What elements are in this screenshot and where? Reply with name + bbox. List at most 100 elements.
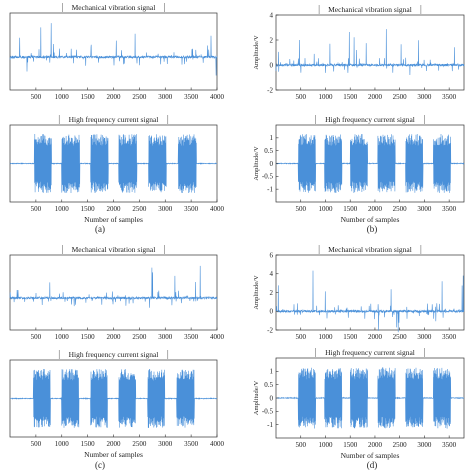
x-tick-label: 1000 — [318, 205, 333, 213]
x-tick-label: 3500 — [442, 441, 457, 449]
x-tick-label: 3000 — [158, 333, 173, 341]
panel-label-a: (a) — [95, 224, 105, 234]
subplot-a-vibration: 500 1000 1500 2000 2500 3000 3500 4000 Mechanica… — [9, 3, 225, 101]
x-tick-label: 3500 — [184, 93, 199, 101]
y-tick-label: 1 — [270, 134, 274, 142]
subplot-c-current: 500 1000 1500 2000 2500 3000 3500 4000 High freq… — [9, 350, 225, 459]
x-tick-label: 4000 — [210, 440, 225, 448]
series-line — [9, 265, 218, 308]
x-tick-label: 2500 — [132, 205, 147, 213]
x-tick-label: 2000 — [107, 440, 122, 448]
x-tick-label: 2000 — [368, 333, 383, 341]
y-tick-label: 6 — [270, 251, 274, 259]
x-tick-label: 4000 — [210, 93, 225, 101]
x-tick-label: 3500 — [442, 205, 457, 213]
y-axis-label: Amplitude/V — [253, 35, 260, 70]
x-tick-label: 1500 — [81, 205, 96, 213]
panel-label-c: (c) — [95, 460, 105, 470]
x-tick-label: 500 — [295, 205, 306, 213]
x-tick-label: 1500 — [81, 93, 96, 101]
x-tick-label: 1000 — [55, 93, 70, 101]
series-line — [9, 368, 218, 429]
x-tick-label: 3500 — [442, 93, 457, 101]
series-line — [9, 133, 218, 194]
y-tick-label: 4 — [270, 270, 274, 278]
y-tick-label: -0.5 — [262, 173, 274, 181]
x-tick-label: 1500 — [81, 440, 96, 448]
y-tick-label: -2 — [267, 326, 273, 334]
subplot-c-vibration: 500 1000 1500 2000 2500 3000 3500 4000 Mechanica… — [9, 245, 225, 341]
x-tick-label: 3500 — [184, 333, 199, 341]
x-tick-label: 1000 — [55, 333, 70, 341]
x-tick-label: 2500 — [132, 333, 147, 341]
y-tick-label: -0.5 — [262, 408, 274, 416]
x-tick-label: 1500 — [343, 93, 358, 101]
subplot-title: Mechanical vibration signal — [328, 5, 412, 14]
x-tick-label: 2500 — [393, 93, 408, 101]
x-tick-label: 1500 — [343, 441, 358, 449]
x-tick-label: 1000 — [318, 93, 333, 101]
x-tick-label: 1500 — [343, 333, 358, 341]
series-line — [275, 29, 465, 76]
x-tick-label: 500 — [295, 333, 306, 341]
x-tick-label: 3500 — [442, 333, 457, 341]
x-tick-label: 500 — [31, 205, 42, 213]
x-tick-label: 2500 — [393, 333, 408, 341]
x-tick-label: 500 — [31, 93, 42, 101]
x-tick-label: 1000 — [55, 205, 70, 213]
y-tick-label: 4 — [270, 11, 274, 19]
x-tick-label: 500 — [295, 93, 306, 101]
axes-frame — [275, 14, 465, 91]
x-tick-label: 3500 — [184, 440, 199, 448]
x-tick-label: 2000 — [107, 333, 122, 341]
x-axis-label: Number of samples — [341, 451, 400, 460]
x-tick-label: 500 — [295, 441, 306, 449]
x-tick-label: 1500 — [343, 205, 358, 213]
y-tick-label: 2 — [270, 36, 274, 44]
x-tick-label: 2500 — [393, 441, 408, 449]
x-tick-label: 3000 — [417, 441, 432, 449]
x-tick-label: 4000 — [210, 205, 225, 213]
subplot-d-current: 500 1000 1500 2000 2500 3000 3500 -1 -0.5 0 0.5 1 Hi… — [253, 348, 465, 460]
subplot-a-current: 500 1000 1500 2000 2500 3000 3500 4000 High freq… — [9, 115, 225, 224]
subplot-b-current: 500 1000 1500 2000 2500 3000 3500 -1 -0.5 0 0.5 1 Hi… — [253, 115, 465, 224]
y-tick-label: 0 — [270, 394, 274, 402]
y-tick-label: -1 — [267, 421, 273, 429]
x-tick-label: 3000 — [417, 205, 432, 213]
x-tick-label: 3000 — [158, 205, 173, 213]
y-tick-label: 0 — [270, 160, 274, 168]
y-tick-label: 2 — [270, 289, 274, 297]
panel-label-d: (d) — [367, 460, 378, 470]
x-tick-label: 2000 — [368, 205, 383, 213]
x-tick-label: 4000 — [210, 333, 225, 341]
x-tick-label: 2000 — [368, 93, 383, 101]
series-line — [9, 23, 218, 76]
subplot-title: Mechanical vibration signal — [72, 245, 156, 254]
x-axis-label: Number of samples — [84, 215, 143, 224]
series-line — [275, 270, 465, 333]
x-tick-label: 3000 — [417, 93, 432, 101]
subplot-title: Mechanical vibration signal — [328, 245, 412, 254]
y-tick-label: 0.5 — [264, 147, 273, 155]
x-tick-label: 500 — [31, 440, 42, 448]
subplot-d-vibration: 500 1000 1500 2000 2500 3000 3500 -2 0 2 4 6 Mechani… — [253, 245, 465, 341]
series-line — [275, 367, 465, 429]
subplot-title: High frequency current signal — [325, 115, 415, 124]
x-tick-label: 3000 — [158, 93, 173, 101]
x-tick-label: 1000 — [318, 441, 333, 449]
subplot-title: High frequency current signal — [325, 348, 415, 357]
series-line — [275, 133, 465, 194]
x-tick-label: 2000 — [368, 441, 383, 449]
subplot-b-vibration: 500 1000 1500 2000 2500 3000 3500 -2 0 2 4 Mechanic… — [253, 5, 465, 101]
y-axis-label: Amplitude/V — [253, 381, 260, 416]
panel-label-b: (b) — [367, 224, 378, 234]
y-tick-label: -2 — [267, 86, 273, 94]
subplot-title: High frequency current signal — [69, 115, 159, 124]
y-tick-label: 1 — [270, 368, 274, 376]
y-tick-label: 0.5 — [264, 381, 273, 389]
axes-frame — [9, 254, 218, 331]
x-tick-label: 2000 — [107, 93, 122, 101]
y-axis-label: Amplitude/V — [253, 146, 260, 181]
y-tick-label: 0 — [270, 61, 274, 69]
